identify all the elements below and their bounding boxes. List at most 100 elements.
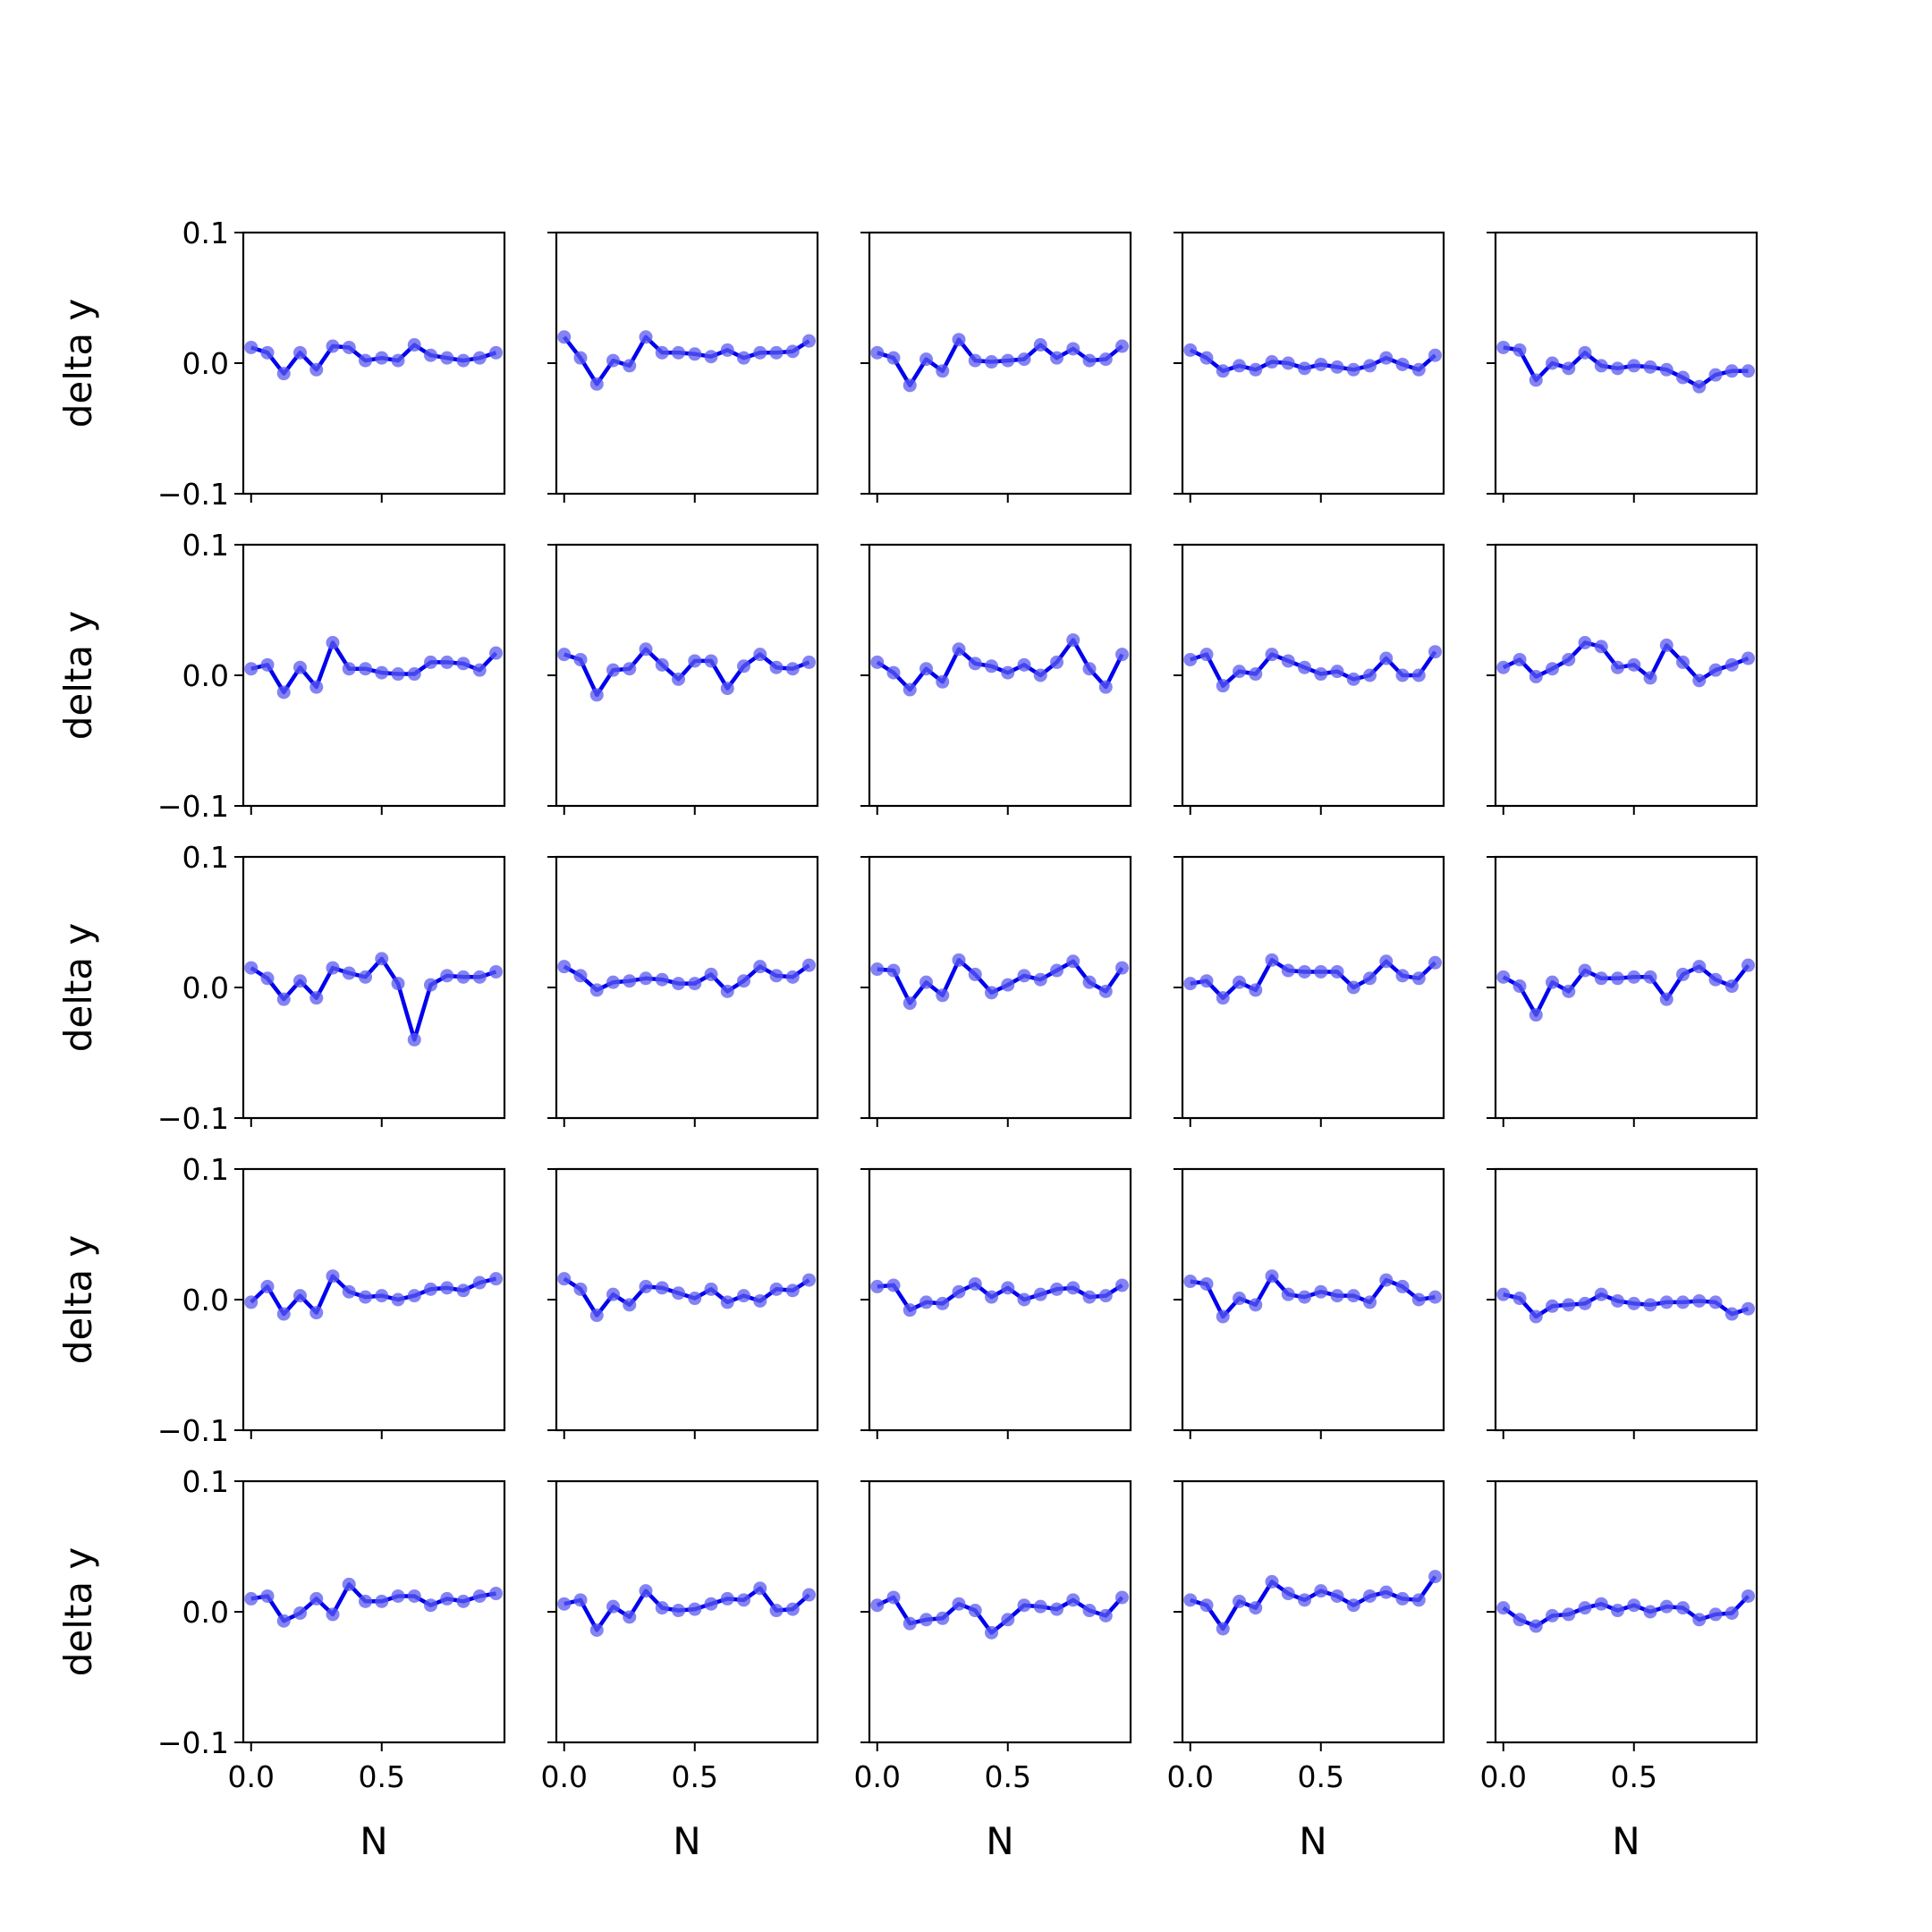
data-point: [375, 1594, 389, 1608]
series-line: [563, 335, 810, 386]
data-point: [391, 353, 405, 368]
data-point: [1033, 668, 1047, 682]
data-point: [326, 339, 340, 353]
data-point: [1692, 674, 1707, 688]
data-point: [573, 969, 588, 983]
data-point: [1281, 654, 1295, 668]
data-point: [936, 674, 950, 689]
series-line: [563, 1276, 810, 1318]
data-point: [606, 975, 621, 989]
subplot-r1-c5: [1487, 231, 1758, 503]
data-point: [1314, 1284, 1328, 1299]
data-point: [1395, 668, 1410, 682]
data-point: [1659, 1599, 1674, 1614]
data-point: [293, 1289, 308, 1303]
subplot-r2-c4: [1174, 543, 1445, 815]
data-point: [785, 1602, 800, 1616]
data-point: [870, 345, 885, 360]
data-point: [407, 338, 421, 352]
data-point: [1594, 359, 1608, 373]
x-axis-label: N: [360, 1819, 387, 1863]
data-point: [1363, 1589, 1377, 1603]
data-point: [968, 1604, 982, 1618]
data-point: [1676, 1601, 1690, 1615]
data-point: [886, 351, 901, 365]
subplot-r5-c3: 0.0 0.5 N: [854, 1479, 1132, 1863]
data-point: [1428, 1570, 1443, 1584]
data-point: [1643, 1605, 1657, 1619]
y-tick-label: 0.1: [182, 1152, 229, 1187]
data-point: [1298, 1593, 1312, 1607]
series-line: [1503, 1292, 1750, 1319]
axes-frame: [1181, 855, 1445, 1120]
data-point: [655, 1281, 669, 1295]
data-point: [753, 1293, 767, 1308]
data-point: [1050, 351, 1064, 365]
data-point: [704, 1597, 718, 1611]
data-point: [472, 351, 487, 365]
y-axis-label: delta y: [56, 1547, 100, 1677]
y-tick-label: 0.0: [182, 658, 229, 693]
axes-frame: [868, 855, 1132, 1120]
data-point: [902, 1616, 917, 1631]
data-point: [1562, 1607, 1576, 1622]
data-point: [769, 969, 784, 983]
axes-frame: [555, 543, 819, 808]
data-point: [440, 351, 454, 365]
data-point: [456, 353, 470, 368]
data-point: [1578, 1601, 1592, 1615]
data-point: [244, 1295, 258, 1309]
data-point: [1183, 1593, 1198, 1607]
data-point: [1233, 1594, 1247, 1608]
data-point: [1199, 1598, 1214, 1613]
data-point: [886, 1278, 901, 1292]
data-point: [1741, 958, 1756, 972]
data-point: [1233, 975, 1247, 989]
data-point: [623, 662, 637, 676]
data-point: [1676, 967, 1690, 981]
data-point: [919, 975, 934, 989]
data-point: [1627, 970, 1641, 984]
data-point: [424, 978, 438, 992]
data-point: [424, 1282, 438, 1296]
series-line: [564, 647, 810, 698]
data-point: [424, 655, 438, 669]
data-point: [952, 642, 966, 657]
data-point: [1659, 638, 1674, 652]
data-point: [573, 1282, 588, 1296]
data-point: [326, 961, 340, 975]
data-point: [309, 991, 324, 1005]
data-point: [1724, 1307, 1739, 1321]
data-point: [672, 345, 686, 360]
data-point: [1513, 979, 1527, 994]
data-point: [1741, 651, 1756, 665]
data-point: [1050, 1282, 1064, 1296]
data-point: [952, 953, 966, 967]
data-point: [1098, 352, 1113, 367]
data-point: [968, 1276, 982, 1291]
data-point: [936, 988, 950, 1003]
data-point: [886, 665, 901, 680]
data-point: [1216, 1309, 1230, 1324]
data-point: [655, 345, 669, 360]
data-point: [623, 1298, 637, 1312]
data-point: [260, 1279, 275, 1293]
data-point: [472, 663, 487, 677]
x-tick-label: 0.5: [359, 1759, 405, 1794]
data-point: [1050, 963, 1064, 978]
data-point: [1314, 357, 1328, 371]
data-point: [1314, 964, 1328, 979]
subplot-r1-c3: [860, 231, 1132, 503]
data-point: [1330, 964, 1344, 979]
y-tick-label: 0.0: [182, 346, 229, 381]
data-point: [1098, 984, 1113, 998]
data-point: [489, 646, 504, 660]
data-point: [1346, 1598, 1360, 1613]
data-point: [1346, 1289, 1360, 1303]
data-point: [606, 663, 621, 677]
data-point: [704, 654, 718, 668]
data-point: [1627, 1598, 1641, 1613]
data-point: [1115, 1590, 1130, 1605]
y-tick-label: 0.1: [182, 216, 229, 250]
